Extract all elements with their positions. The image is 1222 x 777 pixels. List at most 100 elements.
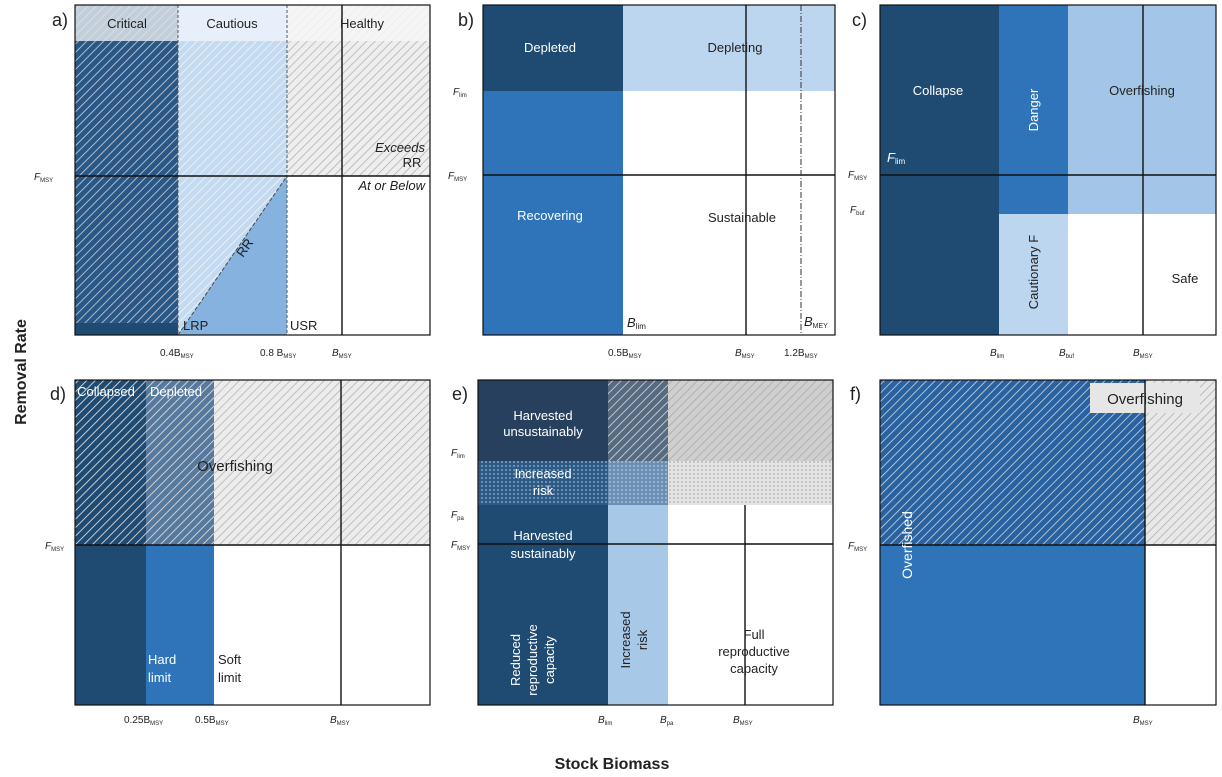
increased-risk-right-dots <box>668 461 833 505</box>
reduced-capacity-zone <box>478 505 608 705</box>
full-capacity-2: reproductive <box>718 644 790 659</box>
a-x-0.4bmsy: 0.4BMSY <box>160 348 194 360</box>
zone-healthy-label: Healthy <box>340 16 385 31</box>
panel-e-frame <box>477 379 834 706</box>
panel-c-frame <box>879 4 1217 336</box>
panel-b-letter: b) <box>458 10 474 30</box>
c-y-fbuf: Fbuf <box>850 205 865 217</box>
panel-a-frame <box>74 4 431 336</box>
d-x-bmsy: BMSY <box>330 715 350 727</box>
panel-c-letter: c) <box>852 10 867 30</box>
d-x-0.5bmsy: 0.5BMSY <box>195 715 229 727</box>
full-capacity-1: Full <box>744 627 765 642</box>
reduced-capacity-2: reproductive <box>525 624 540 696</box>
collapse-zone <box>880 5 999 335</box>
depleting-label: Depleting <box>708 40 763 55</box>
harvested-unsustainably-1: Harvested <box>513 408 572 423</box>
overfishing-label: Overfishing <box>1109 83 1175 98</box>
depleted-under-zone <box>146 545 214 705</box>
unsustainable-mid-hatch <box>608 380 668 461</box>
critical-zone-hatch <box>75 5 178 335</box>
c-x-bbuf: Bbuf <box>1059 348 1074 360</box>
b-y-flim: Flim <box>453 87 467 99</box>
panel-d-frame <box>74 379 431 706</box>
soft-limit-label: limit <box>218 670 241 685</box>
increased-risk-v1: Increased <box>618 611 633 668</box>
panel-d: Collapsed Depleted Overfishing Hard limi… <box>45 379 431 727</box>
harvested-sustainably-2: sustainably <box>510 546 576 561</box>
panel-f-letter: f) <box>850 384 861 404</box>
overfishing-hatch-white <box>75 380 214 545</box>
b-x-bmsy: BMSY <box>735 348 755 360</box>
panel-b: Depleted Depleting Recovering Sustainabl… <box>448 4 836 360</box>
blim-label: Blim <box>627 315 646 331</box>
safe-label: Safe <box>1172 271 1199 286</box>
panel-e: Harvested unsustainably Increased risk H… <box>451 379 834 727</box>
cautious-hatch <box>178 5 287 335</box>
c-x-bmsy: BMSY <box>1133 348 1153 360</box>
b-y-fmsy: FMSY <box>448 171 467 183</box>
rr-line <box>177 175 288 336</box>
overfishing-label: Overfishing <box>1107 391 1183 408</box>
usr-label: USR <box>290 318 317 333</box>
f-y-fmsy: FMSY <box>848 541 867 553</box>
depleting-zone <box>623 5 835 91</box>
panel-b-frame <box>482 4 836 336</box>
collapsed-label: Collapsed <box>77 384 135 399</box>
exceeds-label: Exceeds <box>375 140 425 155</box>
b-x-0.5bmsy: 0.5BMSY <box>608 348 642 360</box>
f-x-bmsy: BMSY <box>1133 715 1153 727</box>
depleted-label: Depleted <box>150 384 202 399</box>
increased-risk-1: Increased <box>514 466 571 481</box>
harvested-unsustainably-2: unsustainably <box>503 424 583 439</box>
critical-base <box>75 323 178 335</box>
recovering-zone <box>483 91 623 335</box>
e-y-flim: Flim <box>451 448 465 460</box>
sustainable-label: Sustainable <box>708 210 776 225</box>
e-y-fmsy: FMSY <box>451 540 470 552</box>
overfishing-zone <box>1068 5 1216 214</box>
exceeds-rr-label: RR <box>403 155 422 170</box>
c-x-blim: Blim <box>990 348 1004 360</box>
recovering-label: Recovering <box>517 208 583 223</box>
increased-risk-biomass-zone <box>608 505 668 705</box>
panel-a-letter: a) <box>52 10 68 30</box>
collapse-label: Collapse <box>913 83 964 98</box>
y-axis-label: Removal Rate <box>13 319 30 425</box>
danger-label: Danger <box>1026 88 1041 131</box>
cautious-header <box>178 5 287 41</box>
d-x-0.25bmsy: 0.25BMSY <box>124 715 163 727</box>
panel-a: Critical Cautious Healthy Exceeds RR At … <box>34 4 431 360</box>
panel-d-letter: d) <box>50 384 66 404</box>
harvested-sustainably-1: Harvested <box>513 528 572 543</box>
lrp-label: LRP <box>183 318 208 333</box>
panel-f: Overfishing Overfished f) FMSY BMSY <box>848 379 1217 727</box>
a-x-bmsy: BMSY <box>332 348 352 360</box>
a-y-fmsy: FMSY <box>34 172 53 184</box>
critical-header <box>75 5 178 41</box>
increased-risk-dots <box>478 461 608 505</box>
panel-e-letter: e) <box>452 384 468 404</box>
reduced-capacity-1: Reduced <box>508 634 523 686</box>
reduced-capacity-3: capacity <box>542 636 557 684</box>
overfishing-label: Overfishing <box>197 458 273 475</box>
depleted-zone <box>483 5 623 91</box>
cautionary-zone <box>999 214 1068 335</box>
full-capacity-3: capacity <box>730 661 778 676</box>
depleted-label: Depleted <box>524 40 576 55</box>
e-x-bpa: Bpa <box>660 715 674 727</box>
bmey-label: BMEY <box>804 314 828 330</box>
overfished-label: Overfished <box>899 511 915 579</box>
increased-risk-2: risk <box>533 483 554 498</box>
e-y-fpa: Fpa <box>451 510 464 522</box>
x-axis-label: Stock Biomass <box>555 756 670 773</box>
soft-label: Soft <box>218 652 242 667</box>
harvested-unsustainably-zone <box>478 380 608 461</box>
increased-risk-v2: risk <box>635 629 650 650</box>
increased-risk-mid-dots <box>608 461 668 505</box>
danger-zone <box>999 5 1068 214</box>
d-y-fmsy: FMSY <box>45 541 64 553</box>
healthy-header <box>287 5 430 41</box>
panel-f-frame <box>879 379 1217 706</box>
